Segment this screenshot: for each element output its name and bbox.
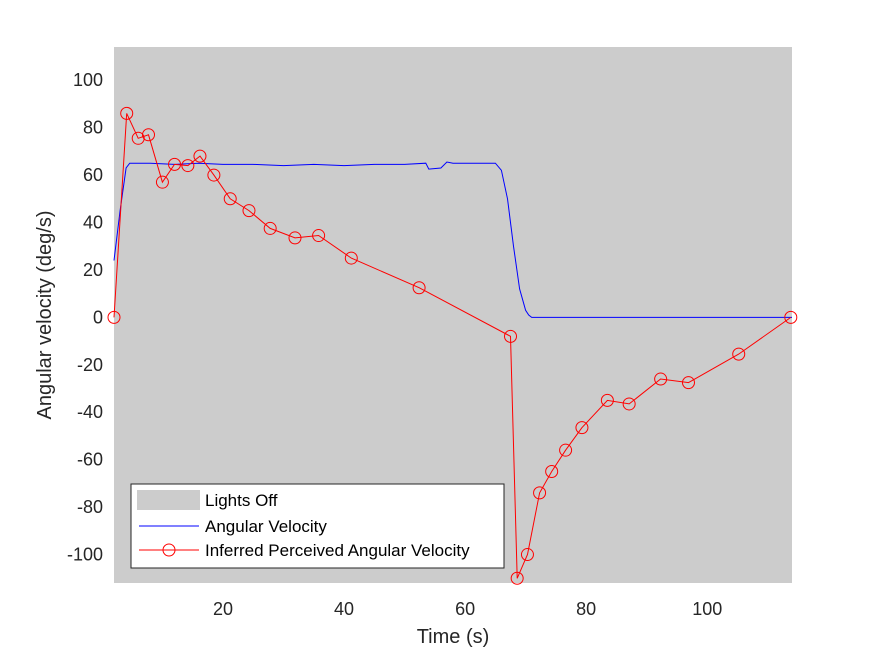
legend-label-inferred-perceived: Inferred Perceived Angular Velocity bbox=[205, 541, 470, 560]
y-tick-label: 40 bbox=[83, 213, 103, 233]
data-point-marker bbox=[575, 421, 589, 435]
data-point-marker bbox=[504, 329, 518, 343]
legend-label-angular-velocity: Angular Velocity bbox=[205, 517, 327, 536]
series-markers bbox=[107, 106, 798, 585]
data-point-marker bbox=[545, 465, 559, 479]
y-tick-label: -100 bbox=[67, 545, 103, 565]
y-tick-label: -80 bbox=[77, 497, 103, 517]
data-point-marker bbox=[412, 281, 426, 295]
data-point-marker bbox=[242, 204, 256, 218]
series-lines bbox=[113, 113, 792, 579]
data-point-marker bbox=[288, 231, 302, 245]
data-point-marker bbox=[681, 376, 695, 390]
x-tick-label: 60 bbox=[455, 599, 475, 619]
data-point-marker bbox=[181, 159, 195, 173]
y-tick-label: 80 bbox=[83, 118, 103, 138]
y-tick-label: -20 bbox=[77, 355, 103, 375]
data-point-marker bbox=[533, 486, 547, 500]
series-line-angular-velocity bbox=[113, 161, 792, 318]
series-line-inferred-perceived-angular-velocity bbox=[113, 113, 792, 579]
y-tick-label: -60 bbox=[77, 450, 103, 470]
x-tick-label: 80 bbox=[576, 599, 596, 619]
x-axis-label: Time (s) bbox=[417, 626, 490, 648]
legend-swatch-lights-off bbox=[137, 490, 200, 510]
legend-label-lights-off: Lights Off bbox=[205, 491, 278, 510]
data-point-marker bbox=[107, 310, 121, 324]
y-tick-label: 60 bbox=[83, 165, 103, 185]
legend: Lights Off Angular Velocity Inferred Per… bbox=[130, 483, 505, 569]
data-point-marker bbox=[120, 106, 134, 120]
legend-marker-inferred-perceived bbox=[162, 543, 176, 557]
data-point-marker bbox=[263, 221, 277, 235]
y-tick-label: 0 bbox=[93, 307, 103, 327]
data-point-marker bbox=[168, 157, 182, 171]
data-point-marker bbox=[223, 192, 237, 206]
x-tick-label: 100 bbox=[692, 599, 722, 619]
data-point-marker bbox=[600, 393, 614, 407]
data-point-marker bbox=[312, 229, 326, 243]
data-point-marker bbox=[654, 372, 668, 386]
data-point-marker bbox=[207, 168, 221, 182]
x-axis-ticks: 20 40 60 80 100 bbox=[213, 599, 722, 619]
data-point-marker bbox=[622, 397, 636, 411]
data-point-marker bbox=[559, 443, 573, 457]
data-point-marker bbox=[510, 571, 524, 585]
y-tick-label: 20 bbox=[83, 260, 103, 280]
data-point-marker bbox=[784, 310, 798, 324]
y-axis-label: Angular velocity (deg/s) bbox=[34, 211, 56, 420]
data-point-marker bbox=[155, 175, 169, 189]
data-point-marker bbox=[344, 251, 358, 265]
data-point-marker bbox=[520, 548, 534, 562]
data-point-marker bbox=[193, 149, 207, 163]
data-point-marker bbox=[732, 347, 746, 361]
data-point-marker bbox=[142, 128, 156, 142]
y-tick-label: -40 bbox=[77, 402, 103, 422]
x-tick-label: 20 bbox=[213, 599, 233, 619]
y-tick-label: 100 bbox=[73, 70, 103, 90]
x-tick-label: 40 bbox=[334, 599, 354, 619]
y-axis-ticks: 100 80 60 40 20 0 -20 -40 -60 -80 -100 bbox=[67, 70, 103, 564]
